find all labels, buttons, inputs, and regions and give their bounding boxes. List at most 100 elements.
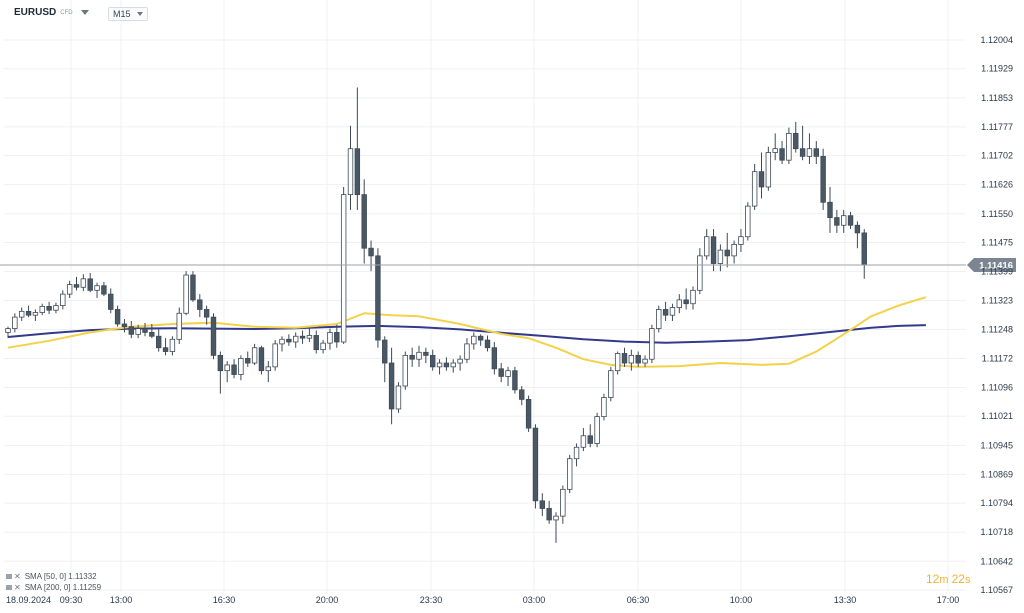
candle-body <box>169 338 176 352</box>
candle <box>361 179 367 264</box>
x-tick-label: 17:00 <box>937 595 960 605</box>
candle <box>258 345 265 375</box>
candle <box>292 332 299 348</box>
candle-body <box>471 335 477 345</box>
candle-body <box>272 343 278 368</box>
symbol-selector[interactable]: EURUSD CFD <box>14 7 89 18</box>
candle-body <box>553 515 559 521</box>
candle-body <box>861 232 867 266</box>
candle-body <box>539 500 545 509</box>
last-price-line: 1.11416 <box>0 258 1016 273</box>
candle-body <box>779 148 785 161</box>
sma-50-path <box>7 296 927 368</box>
candle-body <box>190 274 196 301</box>
candle <box>94 282 100 298</box>
candle-body <box>649 328 655 360</box>
settings-icon[interactable] <box>6 585 12 590</box>
candle-body <box>519 389 525 400</box>
candle-body <box>18 310 25 318</box>
candle-body <box>532 427 539 502</box>
symbol-type: CFD <box>60 9 73 16</box>
candle <box>347 125 354 210</box>
candle <box>450 359 456 373</box>
x-tick-label: 13:30 <box>834 595 857 605</box>
candle <box>423 347 429 364</box>
candle <box>155 329 162 352</box>
settings-icon[interactable] <box>6 574 12 579</box>
candle-body <box>265 366 271 372</box>
candle-body <box>793 132 799 150</box>
candle <box>162 338 169 356</box>
candle <box>375 248 381 348</box>
candle-body <box>80 278 87 288</box>
candle-body <box>491 347 498 370</box>
candle-body <box>546 508 552 521</box>
candle-body <box>258 347 265 372</box>
candle <box>272 340 278 371</box>
candle-body <box>149 332 155 337</box>
y-tick-label: 1.11626 <box>981 180 1013 190</box>
candle-body <box>46 305 52 311</box>
timeframe-selector[interactable]: M15 <box>108 7 148 21</box>
candle <box>786 127 792 165</box>
legend-label: SMA [50, 0] <box>24 572 67 581</box>
candle-body <box>279 338 285 345</box>
candle-body <box>765 152 772 188</box>
candle-body <box>758 171 765 188</box>
candle-body <box>827 201 833 218</box>
candles <box>5 87 867 543</box>
candle <box>820 148 826 210</box>
candle-body <box>484 339 491 349</box>
legend-sma-200[interactable]: ✕ SMA [200, 0] 1.11259 <box>6 583 101 592</box>
candle <box>25 305 32 318</box>
candle <box>114 305 121 327</box>
candle <box>464 338 470 364</box>
candle-body <box>121 323 128 328</box>
candle <box>299 330 306 344</box>
candle-body <box>162 347 169 352</box>
chevron-down-icon[interactable] <box>80 10 89 15</box>
candle <box>594 412 600 448</box>
candle-body <box>354 148 361 196</box>
candle-body <box>32 312 39 316</box>
candle-body <box>176 312 182 340</box>
x-tick-label: 20:00 <box>316 595 339 605</box>
legend-value: 1.11332 <box>68 572 97 581</box>
candle-body <box>683 299 689 305</box>
candle <box>484 335 491 352</box>
candle-body <box>799 148 806 157</box>
candle <box>279 336 285 352</box>
candle <box>429 349 436 371</box>
candle <box>539 493 545 517</box>
candle-body <box>375 255 381 341</box>
candle-body <box>135 328 141 335</box>
candle <box>66 280 73 298</box>
y-tick-label: 1.11475 <box>981 237 1013 247</box>
candle <box>724 232 730 268</box>
price-axis[interactable]: 1.12004 1.11929 1.11853 1.11777 1.11702 1.116… <box>980 35 1013 595</box>
legend-sma-50[interactable]: ✕ SMA [50, 0] 1.11332 <box>6 572 97 581</box>
candle <box>621 347 628 367</box>
candle <box>683 288 689 310</box>
x-tick-label: 10:00 <box>730 595 753 605</box>
candle <box>197 294 203 318</box>
candle <box>217 351 224 394</box>
candle-body <box>423 351 429 356</box>
candle-body <box>299 335 306 339</box>
chevron-down-icon <box>136 12 143 16</box>
close-icon[interactable]: ✕ <box>14 572 21 581</box>
candle <box>416 345 422 367</box>
candle <box>614 351 621 375</box>
candle <box>813 141 819 165</box>
candle <box>710 229 717 272</box>
candle-body <box>238 358 244 375</box>
time-axis[interactable]: 09:30 13:00 16:30 20:00 23:30 03:00 06:30 10:00… <box>6 595 959 605</box>
candle <box>395 382 402 413</box>
close-icon[interactable]: ✕ <box>14 583 21 592</box>
candle <box>519 385 525 406</box>
date-label: 18.09.2024 <box>6 595 51 605</box>
candle-body <box>25 310 32 316</box>
candle-body <box>409 354 415 360</box>
candle-body <box>382 339 388 364</box>
